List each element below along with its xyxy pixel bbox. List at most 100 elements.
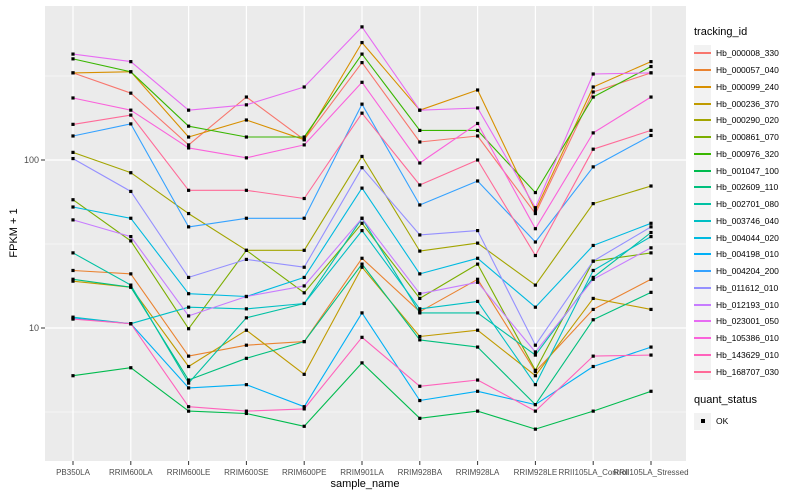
legend-item-label: Hb_168707_030 [716,366,779,377]
legend-key [694,212,711,230]
data-point [71,96,75,100]
data-point [418,307,422,311]
data-point [71,374,75,378]
data-point [591,131,595,135]
data-point [649,184,653,188]
data-point [244,156,248,160]
data-point [360,216,364,220]
data-point [533,374,537,378]
data-point [302,372,306,376]
data-point [476,134,480,138]
data-point [360,335,364,339]
legend-key-line [694,186,711,189]
legend2-title: quant_status [694,394,757,406]
data-point [244,307,248,311]
data-point [591,259,595,263]
x-tick-label: PB350LA [56,468,90,477]
legend-key [694,195,711,213]
data-point [71,134,75,138]
legend-item-label: Hb_000057_040 [716,65,779,76]
data-point [71,156,75,161]
data-point [360,256,364,260]
legend-key-line [694,253,711,256]
data-point [533,343,537,347]
data-point [71,150,75,154]
data-point [533,206,537,210]
legend-key [694,245,711,263]
data-point [302,135,306,139]
data-point [476,88,480,92]
data-point [187,314,191,318]
data-point [418,272,422,276]
data-point [418,384,422,388]
data-point [649,290,653,294]
data-point [476,311,480,315]
legend-item: Hb_004198_010 [694,245,779,263]
data-point [302,138,306,142]
legend-key-line [694,370,711,373]
legend-key [694,229,711,247]
legend-key-line [694,102,711,105]
y-tick-label: 10 [28,323,39,333]
data-point [476,256,480,260]
data-point [591,202,595,206]
data-point [244,356,248,360]
legend-key [694,111,711,129]
data-point [533,227,537,231]
data-point [418,128,422,133]
legend-key-line [694,236,711,239]
x-axis-title: sample_name [330,478,400,490]
data-point [649,307,653,312]
legend-item-label: Hb_000861_070 [716,132,779,143]
data-point [591,90,595,94]
legend-panel: tracking_id Hb_000008_330 Hb_000057_040 Hb… [694,26,779,430]
data-point [533,353,537,357]
data-point [129,113,133,117]
data-point [476,277,480,281]
data-point [649,221,653,225]
data-point [418,296,422,301]
data-point [591,243,595,248]
legend-item: Hb_011612_010 [694,279,779,297]
legend-item-label: Hb_000976_320 [716,148,779,159]
data-point [187,292,191,296]
data-point [591,275,595,280]
data-point [71,71,75,75]
data-point [418,233,422,237]
data-point [591,354,595,358]
legend-key-line [694,85,711,88]
data-point [533,208,537,213]
legend-item: Hb_168707_030 [694,363,779,381]
data-point [129,285,133,289]
legend-item-label: Hb_105386_010 [716,333,779,344]
data-point [129,60,133,64]
data-point [360,111,364,115]
data-point [302,265,306,269]
legend-item-label: Hb_023001_050 [716,316,779,327]
data-point [302,339,306,344]
data-point [476,121,480,126]
data-point [244,257,248,262]
data-point [302,143,306,147]
data-point [476,378,480,382]
data-point [71,277,75,281]
legend-key-line [694,337,711,340]
legend-title: tracking_id [694,26,748,38]
data-point [649,389,653,393]
data-point [591,318,595,322]
data-point [591,72,595,76]
data-point [129,70,133,74]
x-tick-label: RRIM600LE [166,468,211,477]
data-point [649,230,653,235]
x-tick-label: RRIM600PE [281,468,327,477]
legend-key [694,95,711,113]
data-point [129,239,133,243]
data-point [187,386,191,390]
data-point [533,427,537,431]
data-point [476,241,480,245]
legend-item-label: Hb_000099_240 [716,81,779,92]
data-point [71,57,75,61]
data-point [71,198,75,202]
data-point [129,366,133,370]
legend-key [694,296,711,314]
